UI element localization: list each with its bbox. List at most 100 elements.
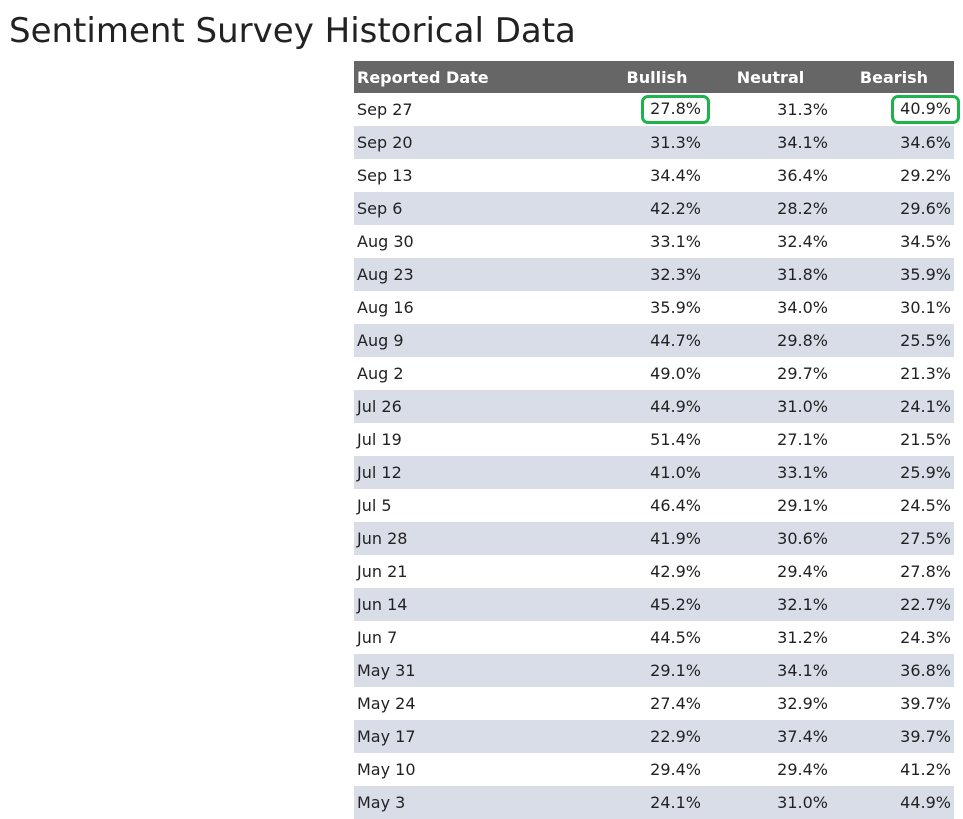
cell-bullish: 44.5% <box>650 628 701 647</box>
table-row: May 10 29.4% 29.4% 41.2% <box>354 753 954 786</box>
cell-bearish: 39.7% <box>900 694 951 713</box>
cell-bearish: 34.6% <box>834 126 954 159</box>
table-row: Aug 16 35.9% 34.0% 30.1% <box>354 291 954 324</box>
cell-neutral: 27.1% <box>777 430 828 449</box>
cell-bearish: 21.5% <box>900 430 951 449</box>
cell-reported-date: Jun 14 <box>354 588 607 621</box>
sentiment-table: Reported Date Bullish Neutral Bearish Se… <box>354 61 960 819</box>
cell-bearish: 29.6% <box>834 192 954 225</box>
table-row: Sep 6 42.2% 28.2% 29.6% <box>354 192 954 225</box>
cell-bearish: 22.7% <box>834 588 954 621</box>
cell-neutral: 29.8% <box>707 324 834 357</box>
cell-reported-date: Jul 19 <box>357 430 402 449</box>
table-row: May 31 29.1% 34.1% 36.8% <box>354 654 954 687</box>
cell-reported-date: Sep 6 <box>354 192 607 225</box>
cell-reported-date: Jun 21 <box>357 562 408 581</box>
cell-bullish: 24.1% <box>607 786 707 819</box>
cell-neutral: 34.1% <box>707 654 834 687</box>
table-row: Jul 5 46.4% 29.1% 24.5% <box>354 489 954 522</box>
cell-bearish: 44.9% <box>834 786 954 819</box>
cell-reported-date: Sep 27 <box>357 100 413 119</box>
table-body: Sep 27 27.8% 31.3% 40.9% Sep 20 31.3% 34.1% 34.… <box>354 93 960 819</box>
cell-neutral: 34.0% <box>777 298 828 317</box>
table-row: Jul 12 41.0% 33.1% 25.9% <box>354 456 954 489</box>
cell-neutral: 31.3% <box>777 100 828 119</box>
cell-neutral: 34.1% <box>707 126 834 159</box>
cell-bullish: 27.8% <box>607 93 710 126</box>
cell-bullish: 44.9% <box>607 390 707 423</box>
cell-reported-date: Aug 30 <box>357 232 414 251</box>
table-row: Sep 27 27.8% 31.3% 40.9% <box>354 93 960 126</box>
cell-bearish: 41.2% <box>900 760 951 779</box>
cell-bullish: 41.0% <box>607 456 707 489</box>
cell-bearish: 30.1% <box>900 298 951 317</box>
table-row: Jun 7 44.5% 31.2% 24.3% <box>354 621 954 654</box>
table-row: Jun 28 41.9% 30.6% 27.5% <box>354 522 954 555</box>
table-row: Aug 30 33.1% 32.4% 34.5% <box>354 225 954 258</box>
cell-reported-date: Aug 2 <box>357 364 404 383</box>
cell-reported-date: May 31 <box>354 654 607 687</box>
cell-bullish: 44.7% <box>607 324 707 357</box>
header-neutral: Neutral <box>707 61 834 93</box>
cell-neutral: 31.2% <box>777 628 828 647</box>
table-row: Jun 14 45.2% 32.1% 22.7% <box>354 588 954 621</box>
cell-bullish: 33.1% <box>650 232 701 251</box>
cell-reported-date: Jul 5 <box>357 496 392 515</box>
cell-reported-date: Aug 16 <box>357 298 414 317</box>
table-header-row: Reported Date Bullish Neutral Bearish <box>354 61 954 93</box>
header-bullish: Bullish <box>607 61 707 93</box>
cell-neutral: 29.4% <box>777 760 828 779</box>
table-row: Sep 13 34.4% 36.4% 29.2% <box>354 159 954 192</box>
table-row: Aug 2 49.0% 29.7% 21.3% <box>354 357 954 390</box>
cell-neutral: 31.8% <box>707 258 834 291</box>
header-reported-date: Reported Date <box>354 61 607 93</box>
cell-neutral: 31.0% <box>707 786 834 819</box>
cell-reported-date: May 24 <box>357 694 416 713</box>
cell-reported-date: Jun 28 <box>354 522 607 555</box>
table-row: Aug 23 32.3% 31.8% 35.9% <box>354 258 954 291</box>
cell-reported-date: Sep 13 <box>357 166 413 185</box>
cell-bullish: 35.9% <box>650 298 701 317</box>
cell-bearish: 29.2% <box>900 166 951 185</box>
cell-bullish: 46.4% <box>650 496 701 515</box>
cell-bearish: 27.8% <box>900 562 951 581</box>
cell-bullish: 45.2% <box>607 588 707 621</box>
cell-neutral: 36.4% <box>777 166 828 185</box>
table-row: Jun 21 42.9% 29.4% 27.8% <box>354 555 954 588</box>
page-title: Sentiment Survey Historical Data <box>9 11 576 51</box>
cell-bullish: 42.9% <box>650 562 701 581</box>
cell-neutral: 31.0% <box>707 390 834 423</box>
cell-reported-date: Sep 20 <box>354 126 607 159</box>
cell-reported-date: Aug 9 <box>354 324 607 357</box>
cell-bearish: 35.9% <box>834 258 954 291</box>
cell-bullish: 31.3% <box>607 126 707 159</box>
cell-bullish: 27.4% <box>650 694 701 713</box>
cell-bearish: 25.5% <box>834 324 954 357</box>
table-row: Sep 20 31.3% 34.1% 34.6% <box>354 126 954 159</box>
cell-bearish: 25.9% <box>834 456 954 489</box>
table-row: May 3 24.1% 31.0% 44.9% <box>354 786 954 819</box>
cell-bearish: 34.5% <box>900 232 951 251</box>
cell-bearish: 27.5% <box>834 522 954 555</box>
cell-neutral: 32.9% <box>777 694 828 713</box>
table-row: May 24 27.4% 32.9% 39.7% <box>354 687 954 720</box>
cell-neutral: 28.2% <box>707 192 834 225</box>
cell-bullish: 22.9% <box>607 720 707 753</box>
cell-bullish: 32.3% <box>607 258 707 291</box>
table-row: Jul 19 51.4% 27.1% 21.5% <box>354 423 954 456</box>
cell-neutral: 32.4% <box>777 232 828 251</box>
sentiment-table-container: Reported Date Bullish Neutral Bearish Se… <box>354 61 960 819</box>
cell-bullish: 34.4% <box>650 166 701 185</box>
cell-bearish: 39.7% <box>834 720 954 753</box>
cell-neutral: 33.1% <box>707 456 834 489</box>
cell-bearish: 21.3% <box>900 364 951 383</box>
cell-bullish: 29.1% <box>607 654 707 687</box>
cell-bullish: 51.4% <box>650 430 701 449</box>
cell-reported-date: May 17 <box>354 720 607 753</box>
cell-bullish: 29.4% <box>650 760 701 779</box>
cell-bearish: 40.9% <box>834 93 960 126</box>
highlighted-value: 40.9% <box>891 95 960 124</box>
cell-bullish: 49.0% <box>650 364 701 383</box>
cell-neutral: 29.4% <box>777 562 828 581</box>
cell-neutral: 37.4% <box>707 720 834 753</box>
